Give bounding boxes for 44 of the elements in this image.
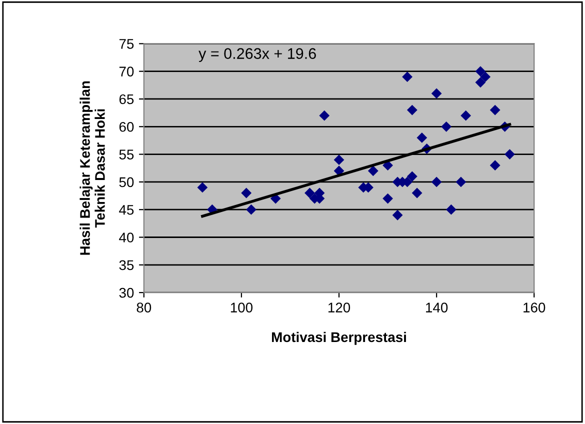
y-tick-label: 30 [119,288,134,298]
y-tick-label: 75 [119,39,134,49]
y-tick-label: 40 [119,232,134,242]
point [475,77,486,88]
point [490,104,500,116]
point [406,171,418,182]
point [392,210,403,220]
x-tick-label: 160 [524,302,546,312]
x-tick-label: 120 [328,302,350,312]
point [431,88,442,99]
point [304,188,315,198]
point [475,66,486,77]
point [490,160,500,171]
point [406,104,418,116]
y-tick-label: 60 [119,122,134,132]
point [446,204,456,215]
y-tick-label: 55 [119,150,134,160]
point [504,149,515,160]
y-tick-label: 65 [119,94,134,104]
point [334,154,344,166]
y-tick-label: 45 [119,205,134,215]
point [460,110,472,121]
point [402,72,412,82]
point [382,193,393,204]
point [319,110,330,121]
x-tick-label: 140 [426,302,448,312]
point [441,121,452,132]
x-tick-label: 100 [230,302,253,312]
point [197,182,208,193]
x-axis-title: Motivasi Berprestasi [272,332,406,345]
point [246,204,256,215]
y-axis-title: Hasil Belajar Keterampilan Teknik Dasar Hoki [80,81,105,255]
point [456,176,466,188]
y-tick-label: 50 [119,177,134,188]
annotation: y = 0.263x + 19.6 [198,48,316,62]
x-tick-label: 80 [136,302,152,312]
point [431,176,442,188]
point [412,188,422,198]
y-tick-label: 70 [119,66,134,76]
point [480,72,491,82]
point [241,188,252,198]
y-tick-label: 35 [119,260,134,270]
point [368,166,378,176]
point [416,132,428,143]
